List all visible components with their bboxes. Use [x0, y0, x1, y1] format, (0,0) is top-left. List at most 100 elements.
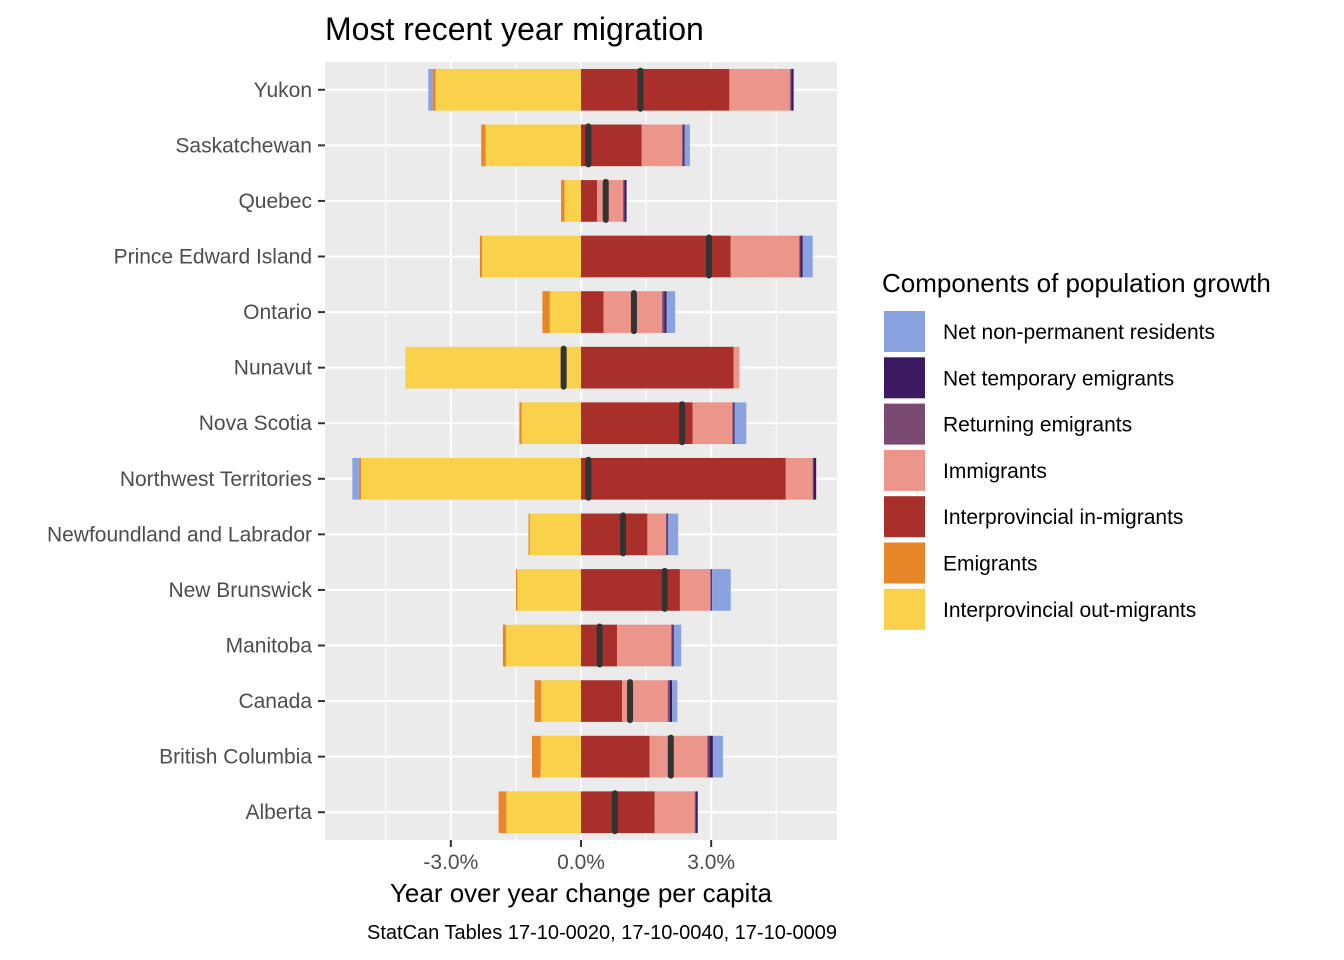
legend-swatch-ret: [882, 401, 927, 447]
bar-segment-ret: [790, 68, 792, 111]
bar-segment-ipout: [517, 569, 581, 611]
category-label: Quebec: [238, 190, 312, 213]
bar-segment-npr: [352, 457, 359, 500]
bar-segment-ipin: [581, 346, 734, 389]
bar-segment-emi: [515, 569, 518, 611]
bar-segment-emi: [498, 791, 507, 834]
category-label: British Columbia: [159, 746, 312, 769]
bar-segment-emi: [432, 68, 436, 111]
bar-segment-ipout: [405, 346, 581, 389]
bar-segment-ipin: [581, 513, 648, 556]
bar-stack-layer: [352, 68, 817, 834]
x-tick-label: -3.0%: [423, 851, 478, 874]
net-change-markers: [560, 67, 712, 835]
bar-segment-imm: [730, 235, 800, 278]
category-label: Nova Scotia: [199, 412, 313, 435]
bar-segment-ipout: [361, 457, 581, 500]
x-axis-title: Year over year change per capita: [390, 878, 773, 908]
bar-segment-ret: [694, 791, 696, 834]
bar-segment-ipin: [581, 180, 598, 222]
bar-segment-emi: [502, 624, 506, 667]
bar-segment-imm: [597, 180, 624, 222]
bar-segment-ipin: [581, 402, 693, 445]
bar-segment-npr: [712, 569, 731, 611]
bar-segment-emi: [542, 291, 550, 333]
bar-segment-imm: [617, 624, 672, 667]
bar-segment-npr: [734, 402, 747, 445]
bar-segment-imm: [729, 68, 791, 111]
bar-segment-ipout: [529, 513, 581, 556]
bar-segment-ret: [666, 513, 668, 556]
legend-swatch-emi: [882, 540, 927, 586]
bar-segment-ipout: [549, 291, 581, 333]
bar-segment-emi: [358, 457, 362, 500]
bar-segment-imm: [733, 346, 740, 389]
bar-segment-nte: [667, 513, 669, 556]
legend-label: Interprovincial out-migrants: [943, 599, 1196, 622]
bar-segment-ret: [623, 180, 625, 222]
bar-segment-imm: [785, 457, 813, 500]
bar-segment-imm: [641, 124, 683, 167]
bar-segment-emi: [519, 402, 522, 445]
bar-segment-ret: [671, 624, 673, 667]
bar-segment-emi: [479, 235, 483, 278]
bar-segment-ret: [799, 235, 801, 278]
bar-segment-npr: [712, 735, 723, 778]
bar-segment-nte: [695, 791, 698, 834]
bar-segment-ipout: [564, 180, 581, 222]
bar-segment-imm: [679, 569, 711, 611]
bar-segment-nte: [683, 124, 685, 167]
bar-segment-ipout: [521, 402, 581, 445]
category-label: Manitoba: [226, 635, 313, 658]
legend: Net non-permanent residents Net temporary…: [882, 309, 1215, 632]
bar-segment-nte: [664, 291, 667, 333]
bar-segment-imm: [654, 791, 695, 834]
legend-label: Emigrants: [943, 553, 1038, 576]
legend-title: Components of population growth: [882, 268, 1271, 298]
bar-segment-ret: [732, 402, 734, 445]
x-tick-label: 3.0%: [687, 851, 735, 874]
category-label: Canada: [238, 690, 312, 713]
category-label: Yukon: [254, 79, 312, 102]
bar-segment-npr: [668, 513, 679, 556]
bar-segment-emi: [528, 513, 530, 556]
bar-segment-nte: [709, 735, 713, 778]
bar-segment-npr: [666, 291, 676, 333]
bar-segment-nte: [733, 402, 735, 445]
legend-label: Net temporary emigrants: [943, 367, 1174, 390]
chart-caption: StatCan Tables 17-10-0020, 17-10-0040, 1…: [367, 922, 837, 944]
category-label: Nunavut: [234, 357, 312, 380]
bar-segment-ret: [707, 735, 710, 778]
bar-segment-nte: [791, 68, 794, 111]
legend-label: Interprovincial in-migrants: [943, 506, 1183, 529]
bar-segment-nte: [800, 235, 803, 278]
bar-segment-ipin: [581, 735, 650, 778]
legend-label: Returning emigrants: [943, 414, 1132, 437]
bar-segment-imm: [692, 402, 733, 445]
bar-segment-ret: [812, 457, 814, 500]
bar-segment-imm: [647, 513, 667, 556]
bar-segment-ipout: [540, 735, 581, 778]
bar-segment-ret: [710, 569, 712, 611]
category-axis: Yukon Saskatchewan Quebec Prince Edward Isl…: [47, 79, 325, 824]
bar-segment-ipin: [581, 68, 730, 111]
bar-segment-nte: [669, 680, 673, 722]
legend-swatch-nte: [882, 355, 927, 401]
bar-segment-ipin: [581, 680, 623, 722]
bar-segment-npr: [802, 235, 813, 278]
bar-segment-ipout: [482, 235, 581, 278]
bar-segment-imm: [649, 735, 708, 778]
bar-segment-emi: [534, 680, 542, 722]
category-label: Saskatchewan: [175, 134, 312, 157]
legend-swatch-imm: [882, 447, 927, 493]
category-label: Prince Edward Island: [114, 246, 312, 269]
legend-swatch-npr: [882, 309, 927, 354]
bar-segment-emi: [481, 124, 486, 167]
category-label: Northwest Territories: [120, 468, 312, 491]
bar-segment-emi: [531, 735, 541, 778]
legend-label: Net non-permanent residents: [943, 321, 1215, 344]
category-label: New Brunswick: [168, 579, 312, 602]
bar-segment-nte: [624, 180, 627, 222]
bar-segment-nte: [711, 569, 713, 611]
